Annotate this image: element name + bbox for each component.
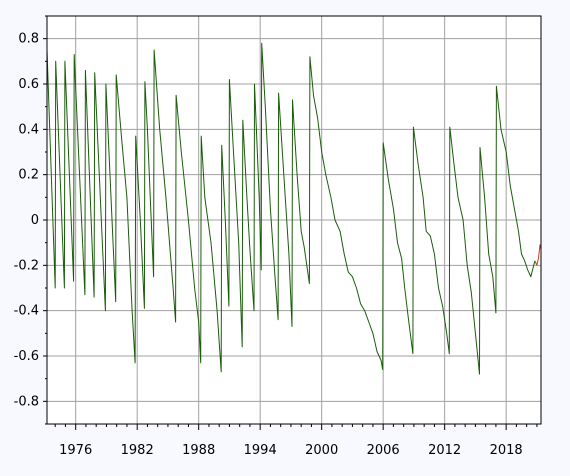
y-tick-label: -0.2: [14, 258, 39, 273]
x-tick-label: 2006: [367, 443, 400, 458]
tick-labels: 0.8 0.6 0.4 0.2 0 -0.2 -0.4 -0.6 -0.8 1976 1982 198…: [14, 32, 523, 458]
y-tick-label: -0.6: [14, 349, 39, 364]
y-tick-label: 0.2: [18, 168, 39, 183]
x-tick-label: 2000: [305, 443, 338, 458]
y-tick-label: 0.6: [18, 77, 39, 92]
x-tick-label: 1988: [182, 443, 215, 458]
y-tick-label: -0.8: [14, 394, 39, 409]
x-tick-label: 2018: [490, 443, 523, 458]
x-tick-label: 1976: [59, 443, 92, 458]
axis-ticks: [43, 15, 538, 430]
x-tick-label: 1994: [244, 443, 277, 458]
y-tick-label: -0.4: [14, 304, 39, 319]
series-line-2: [534, 244, 542, 266]
series-line-1: [46, 42, 536, 375]
data-series: [46, 42, 542, 375]
x-tick-label: 2012: [428, 443, 461, 458]
y-tick-label: 0.4: [18, 122, 39, 137]
x-tick-label: 1982: [121, 443, 154, 458]
y-tick-label: 0: [31, 213, 39, 228]
y-tick-label: 0.8: [18, 32, 39, 47]
